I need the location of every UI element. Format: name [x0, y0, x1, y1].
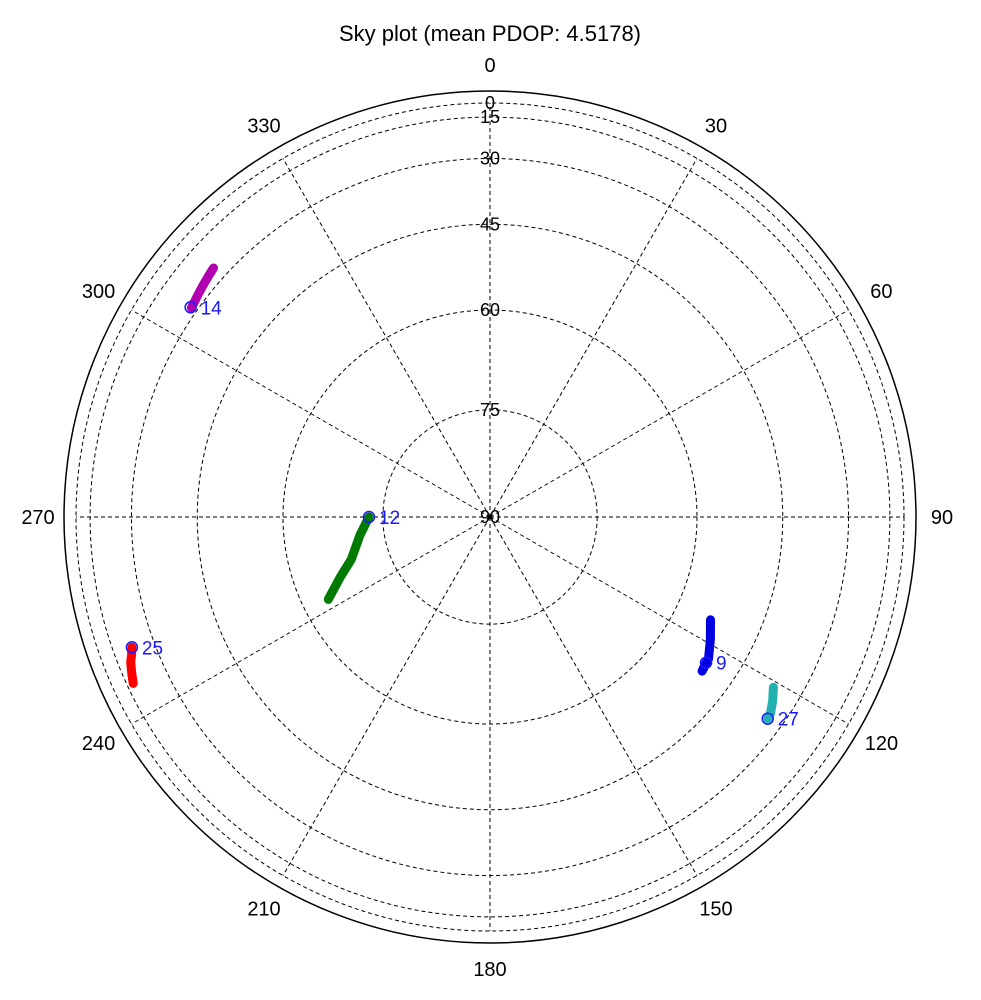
azimuth-spoke — [282, 516, 491, 876]
satellite-marker-27 — [761, 712, 774, 725]
azimuth-spoke — [489, 158, 698, 518]
chart-title: Sky plot (mean PDOP: 4.5178) — [339, 21, 641, 46]
satellite-track-9 — [697, 615, 715, 676]
satellite-tracks — [126, 263, 778, 724]
elevation-ring — [196, 223, 784, 811]
satellite-marker-14 — [184, 301, 197, 314]
satellite-label-27: 27 — [778, 710, 799, 731]
elevation-tick-label: 15 — [480, 107, 500, 127]
azimuth-tick-label: 30 — [705, 116, 727, 138]
azimuth-tick-label: 150 — [699, 898, 732, 920]
azimuth-spoke — [489, 309, 849, 518]
azimuth-tick-label: 240 — [82, 733, 115, 755]
satellite-label-12: 12 — [379, 508, 400, 529]
azimuth-spoke — [282, 158, 491, 518]
satellite-marker-12 — [362, 510, 376, 524]
satellite-label-14: 14 — [201, 298, 223, 319]
elevation-tick-labels: 015 30 45 60 75 90 — [480, 93, 500, 527]
satellite-marker-9 — [699, 656, 713, 669]
azimuth-spoke — [489, 516, 698, 876]
azimuth-spoke — [489, 516, 849, 725]
satellite-markers: 14 25 12 9 27 — [125, 298, 799, 731]
azimuth-tick-label: 300 — [82, 281, 115, 303]
satellite-track-27 — [763, 682, 778, 724]
elevation-tick-label: 30 — [480, 149, 500, 169]
satellite-label-9: 9 — [716, 654, 727, 675]
azimuth-spoke — [131, 516, 491, 725]
elevation-tick-label: 90 — [480, 507, 500, 527]
satellite-marker-25 — [125, 641, 139, 654]
outer-circle — [63, 90, 917, 944]
elevation-tick-label: 60 — [480, 300, 500, 320]
azimuth-tick-label: 60 — [870, 281, 892, 303]
azimuth-tick-label: 330 — [247, 116, 280, 138]
azimuth-tick-label: 120 — [865, 733, 898, 755]
satellite-label-25: 25 — [142, 638, 163, 659]
elevation-tick-label: 75 — [480, 400, 500, 420]
elevation-tick-label: 0 — [485, 93, 495, 113]
azimuth-tick-label: 0 — [484, 55, 495, 77]
azimuth-tick-label: 210 — [247, 898, 280, 920]
elevation-tick-label: 45 — [480, 214, 500, 234]
azimuth-tick-label: 90 — [931, 507, 953, 529]
satellite-track-12 — [323, 512, 374, 604]
grid — [75, 102, 905, 932]
azimuth-tick-label: 270 — [21, 507, 54, 529]
azimuth-spoke — [131, 309, 491, 518]
azimuth-tick-label: 180 — [473, 959, 506, 981]
